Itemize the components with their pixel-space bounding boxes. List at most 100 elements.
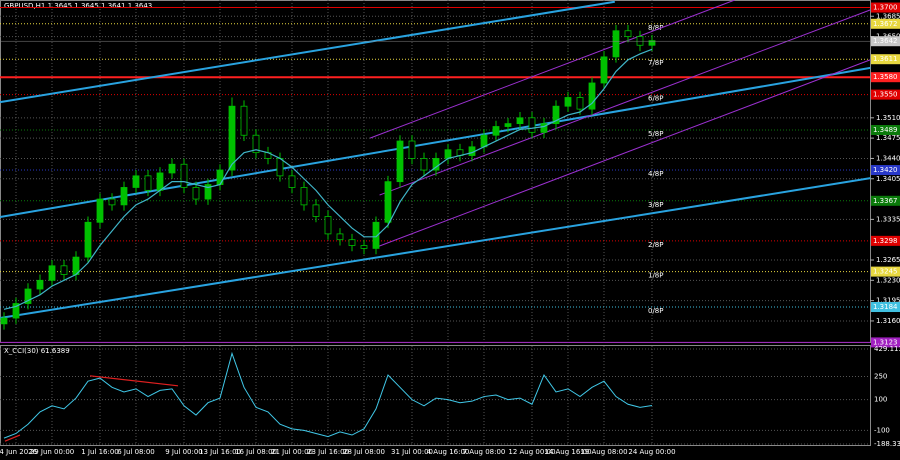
- divergence-line: [4, 434, 21, 442]
- candle-body: [156, 172, 164, 191]
- level-tag: [871, 337, 900, 348]
- murray-label: 3/8P: [648, 201, 664, 209]
- x-tick-label: 29 Jun 00:00: [30, 448, 74, 456]
- level-tag: [871, 302, 900, 313]
- murray-label: 7/8P: [648, 59, 664, 67]
- indicator-title: X_CCI(30) 61.6389: [4, 347, 70, 355]
- level-tag: [871, 72, 900, 83]
- candle-body: [540, 123, 548, 133]
- murray-label: 0/8P: [648, 307, 664, 315]
- x-tick-label: 12 Aug 00:00: [508, 448, 555, 456]
- candle-body: [192, 187, 200, 200]
- candle-body: [288, 175, 296, 188]
- candle-body: [240, 105, 248, 136]
- level-tag: [871, 235, 900, 246]
- candle-body: [408, 140, 416, 159]
- x-tick-label: 21 Jul 00:00: [271, 448, 313, 456]
- candle-body: [552, 105, 560, 125]
- level-tag: [871, 89, 900, 100]
- murray-label: 2/8P: [648, 241, 664, 249]
- y-tick-label: 250: [874, 373, 887, 381]
- candle-body: [132, 175, 140, 188]
- y-tick-label: 1.3510: [876, 114, 900, 122]
- trend-line: [0, 0, 615, 104]
- trend-line: [369, 0, 735, 139]
- candle-body: [216, 169, 224, 185]
- divergence-line: [89, 375, 179, 387]
- x-tick-label: 28 Jul 08:00: [343, 448, 385, 456]
- trend-line: [0, 177, 871, 320]
- level-tag: [871, 165, 900, 176]
- level-tag: [871, 54, 900, 65]
- candle-body: [276, 158, 284, 177]
- candle-body: [576, 97, 584, 110]
- y-tick-label: -188.334: [874, 440, 900, 448]
- x-tick-label: 4 Aug 16:00: [427, 448, 470, 456]
- level-tag-label: 1.3123: [873, 338, 898, 346]
- candle-body: [396, 140, 404, 183]
- candle-body: [12, 303, 20, 319]
- candle-body: [144, 175, 152, 191]
- x-tick-label: 14 Aug 16:00: [544, 448, 591, 456]
- y-tick-label: 100: [874, 396, 887, 404]
- candle-body: [168, 163, 176, 174]
- candle-body: [36, 279, 44, 290]
- x-tick-label: 7 Aug 08:00: [463, 448, 506, 456]
- candle-body: [324, 216, 332, 235]
- level-tag-label: 1.3550: [873, 91, 898, 99]
- level-tag-label: 1.3245: [873, 268, 898, 276]
- y-tick-label: -100: [874, 426, 890, 434]
- level-tag-label: 1.3298: [873, 237, 898, 245]
- level-tag-label: 1.3489: [873, 126, 898, 134]
- x-tick-label: 24 Jun 2026: [0, 448, 38, 456]
- y-tick-label: 1.3230: [876, 276, 900, 284]
- y-tick-label: 1.3160: [876, 317, 900, 325]
- x-tick-label: 23 Jul 16:00: [307, 448, 349, 456]
- level-tag-label: 1.3420: [873, 166, 898, 174]
- level-tag-label: 1.3580: [873, 73, 898, 81]
- candle-body: [492, 126, 500, 136]
- level-tag-label: 1.3367: [873, 197, 898, 205]
- murray-label: 1/8P: [648, 272, 664, 280]
- candle-body: [336, 233, 344, 241]
- x-tick-label: 24 Aug 00:00: [628, 448, 675, 456]
- candle-body: [180, 163, 188, 188]
- candle-body: [564, 97, 572, 107]
- candle-body: [372, 221, 380, 249]
- candle-body: [300, 187, 308, 206]
- candle-body: [228, 105, 236, 171]
- level-tag-label: 1.3611: [873, 55, 898, 63]
- candle-body: [348, 239, 356, 246]
- candle-body: [612, 30, 620, 58]
- candle-body: [360, 245, 368, 249]
- x-tick-label: 13 Jul 16:00: [199, 448, 241, 456]
- candle-body: [204, 184, 212, 200]
- murray-label: 6/8P: [648, 95, 664, 103]
- candle-body: [96, 198, 104, 223]
- y-tick-label: 1.3685: [876, 12, 900, 20]
- candle-body: [624, 30, 632, 37]
- cci-line: [3, 351, 653, 439]
- y-tick-label: 1.3265: [876, 256, 900, 264]
- y-tick-label: 429.1136: [874, 345, 900, 353]
- level-tag-label: 1.3184: [873, 303, 898, 311]
- y-tick-label: 1.3475: [876, 134, 900, 142]
- level-tag-label: 1.3672: [873, 20, 898, 28]
- trend-line: [0, 66, 871, 219]
- trend-line: [374, 59, 871, 249]
- x-tick-label: 16 Jul 08:00: [235, 448, 277, 456]
- candle-body: [636, 36, 644, 46]
- murray-label: 4/8P: [648, 170, 664, 178]
- candle-body: [108, 198, 116, 206]
- candle-body: [588, 82, 596, 110]
- candle-body: [504, 123, 512, 127]
- x-tick-label: 6 Jul 08:00: [117, 448, 155, 456]
- level-tag: [871, 18, 900, 29]
- last-price-label: 1.3642: [873, 37, 898, 45]
- candle-body: [600, 56, 608, 84]
- candle-body: [24, 288, 32, 304]
- chart-title: GBPUSD,H1 1.3645 1.3645 1.3641 1.3643: [4, 2, 152, 10]
- candle-body: [384, 181, 392, 223]
